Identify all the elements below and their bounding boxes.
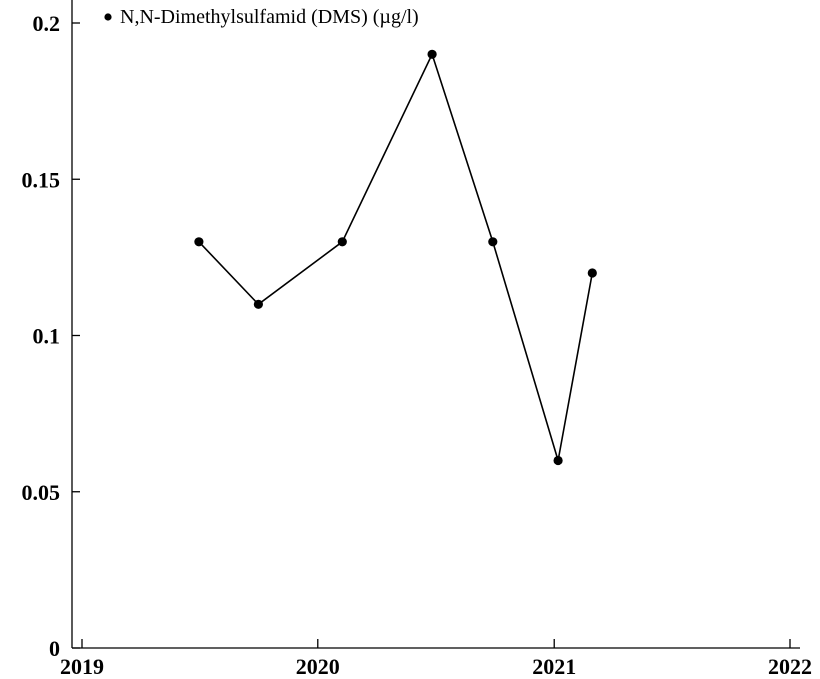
data-point: [194, 237, 204, 247]
y-tick-label: 0.15: [22, 167, 61, 192]
y-tick-label: 0: [49, 636, 60, 661]
legend-label: N,N-Dimethylsulfamid (DMS) (µg/l): [120, 6, 419, 28]
x-tick-label: 2021: [532, 654, 576, 679]
x-tick-label: 2020: [296, 654, 340, 679]
series-line: [198, 52, 594, 461]
y-tick-label: 0.2: [33, 11, 61, 36]
y-tick-label: 0.05: [22, 480, 61, 505]
x-tick-label: 2019: [60, 654, 104, 679]
data-point: [587, 268, 597, 278]
axes: 0 0.05 0.1 0.15 0.2 2019 2020 2021 2022: [22, 0, 812, 679]
data-point: [337, 237, 347, 247]
data-point: [553, 455, 563, 466]
y-tick-label: 0.1: [33, 324, 61, 349]
legend-marker: [104, 13, 112, 21]
legend: N,N-Dimethylsulfamid (DMS) (µg/l): [104, 6, 419, 28]
data-point: [488, 237, 498, 247]
data-point: [253, 299, 263, 309]
series-layer: [194, 49, 597, 466]
x-tick-label: 2022: [768, 654, 812, 679]
data-point: [427, 49, 437, 59]
